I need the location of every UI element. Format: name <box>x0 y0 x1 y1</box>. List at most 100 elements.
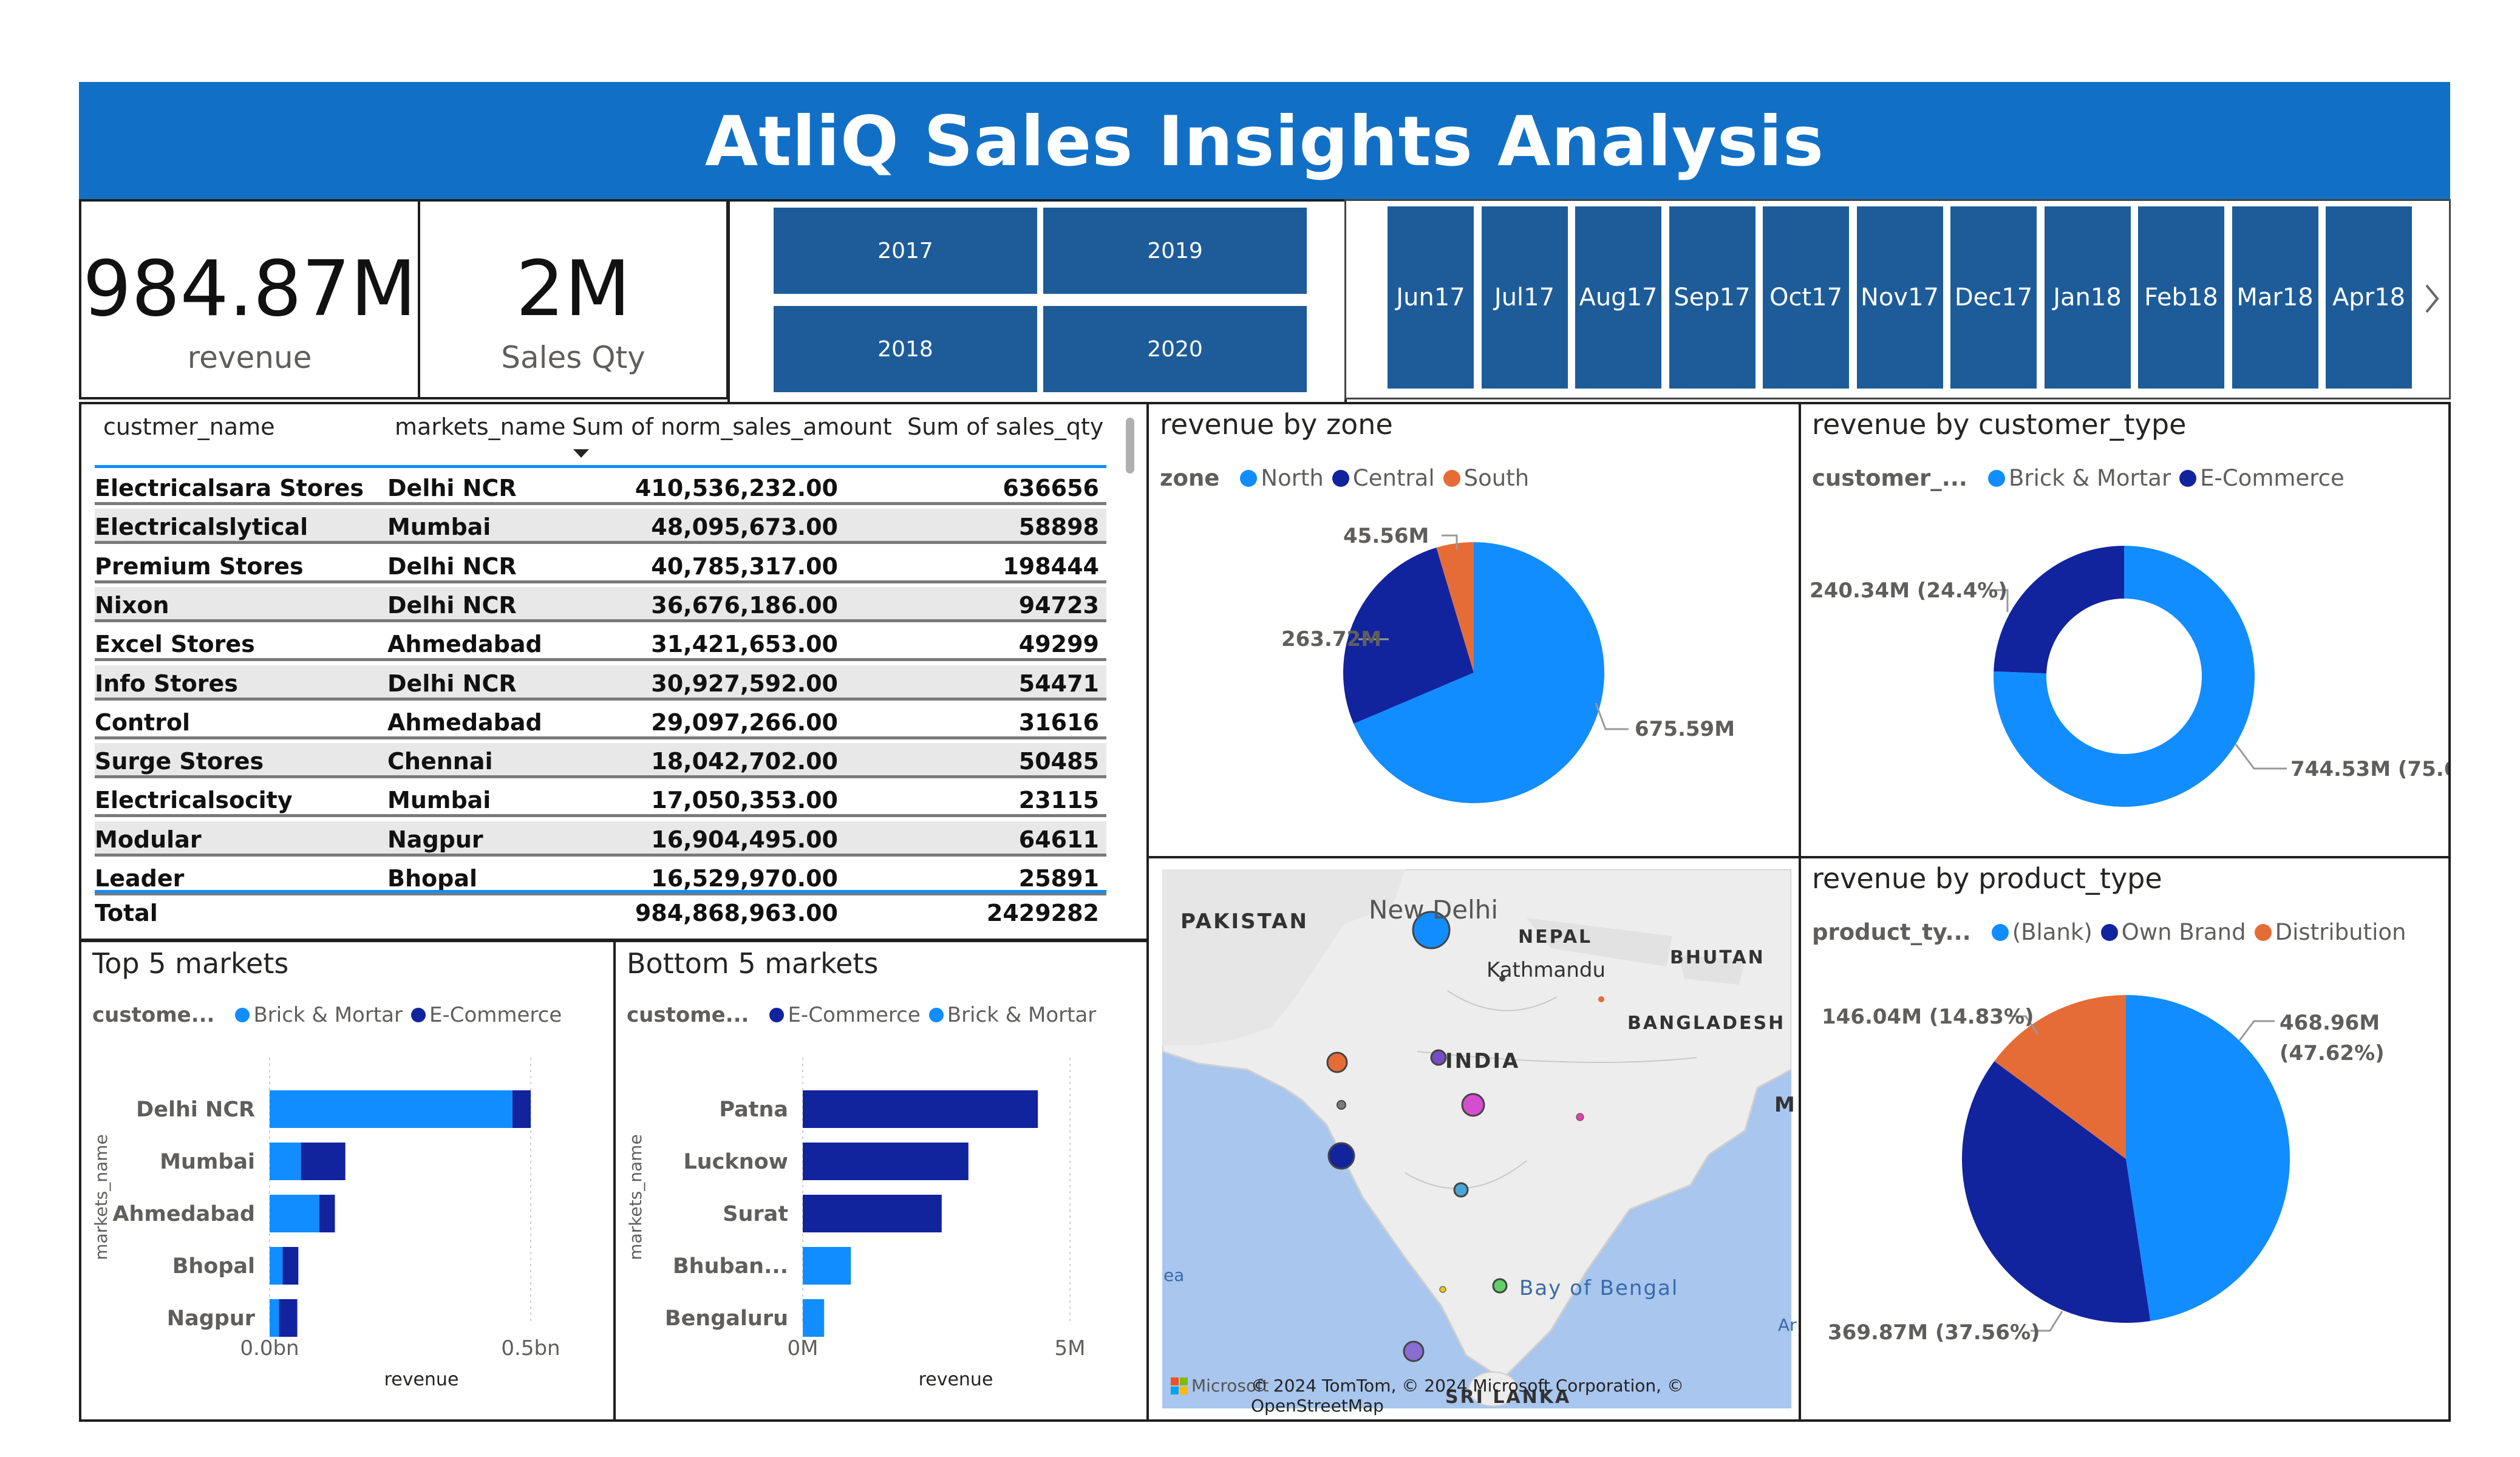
category-label: Bhopal <box>172 1254 255 1279</box>
slice-central[interactable] <box>1343 548 1474 724</box>
legend-dot-own-brand <box>2100 923 2118 941</box>
bar-segment[interactable] <box>270 1090 513 1128</box>
slice-ecommerce[interactable] <box>1994 546 2124 674</box>
x-axis-title: revenue <box>384 1369 459 1390</box>
label-distribution: 146.04M (14.83%) <box>1822 1005 2034 1029</box>
month-button-mar-18[interactable]: Mar 18 <box>2232 206 2318 389</box>
x-tick: 0M <box>788 1336 819 1360</box>
bar-segment[interactable] <box>270 1143 301 1180</box>
bar-segment[interactable] <box>319 1195 335 1232</box>
label-blank-percent: (47.62%) <box>2280 1041 2385 1065</box>
cell-sales-qty: 23115 <box>1018 787 1099 814</box>
label-south: 45.56M <box>1343 524 1429 548</box>
table-row[interactable]: Nixon Delhi NCR 36,676,186.00 94723 <box>95 586 1106 622</box>
legend-north[interactable]: North <box>1261 465 1324 491</box>
india-map[interactable] <box>1162 869 1791 1408</box>
month-label: Mar <box>2236 284 2283 311</box>
table-row[interactable]: Excel Stores Ahmedabad 31,421,653.00 49299 <box>95 626 1106 662</box>
leader-own-brand <box>2031 1311 2063 1332</box>
table-row[interactable]: Electricalsara Stores Delhi NCR 410,536,23… <box>95 470 1106 505</box>
category-label: Patna <box>719 1098 788 1122</box>
table-scrollbar[interactable] <box>1126 418 1134 474</box>
legend-distribution[interactable]: Distribution <box>2275 919 2406 945</box>
legend-ecommerce[interactable]: E-Commerce <box>429 1003 562 1027</box>
category-label: Bhuban... <box>673 1254 788 1279</box>
year-label: 17 <box>1811 284 1843 311</box>
month-button-sep-17[interactable]: Sep 17 <box>1669 206 1755 389</box>
month-button-jun-17[interactable]: Jun 17 <box>1388 206 1474 389</box>
leader-blank <box>2238 1020 2275 1041</box>
slice-own-brand[interactable] <box>1962 1061 2151 1323</box>
slice-north[interactable] <box>1354 542 1604 803</box>
leader-south <box>1442 534 1458 550</box>
year-button-2019[interactable]: 2019 <box>1043 208 1307 294</box>
bar-segment[interactable] <box>270 1299 279 1337</box>
table-row[interactable]: Premium Stores Delhi NCR 40,785,317.00 1984… <box>95 548 1106 583</box>
month-button-apr-18[interactable]: Apr 18 <box>2326 206 2412 389</box>
zone-chart-title: revenue by zone <box>1160 408 1393 441</box>
map-label-sri-lanka: SRI LANKA <box>1445 1387 1572 1408</box>
bar-segment[interactable] <box>270 1195 319 1232</box>
map-panel: PAKISTAN New Delhi NEPAL Kathmandu BHUTA… <box>1146 856 1801 1422</box>
table-row[interactable]: Leader Bhopal 16,529,970.00 25891 <box>95 860 1106 895</box>
month-button-aug-17[interactable]: Aug 17 <box>1575 206 1661 389</box>
month-button-jul-17[interactable]: Jul 17 <box>1481 206 1568 389</box>
cell-sales-qty: 64611 <box>1018 826 1099 853</box>
chevron-right-icon[interactable] <box>2423 280 2441 317</box>
column-header-customer[interactable]: custmer_name <box>103 413 275 440</box>
slice-blank[interactable] <box>2126 995 2290 1321</box>
column-header-sales-amount[interactable]: Sum of norm_sales_amount <box>572 413 892 440</box>
row-separator <box>95 658 1106 662</box>
customer-type-title: revenue by customer_type <box>1812 408 2187 441</box>
bar-segment[interactable] <box>803 1299 825 1337</box>
month-button-dec-17[interactable]: Dec 17 <box>1950 206 2037 389</box>
month-button-nov-17[interactable]: Nov 17 <box>1856 206 1943 389</box>
column-header-market[interactable]: markets_name <box>395 413 566 440</box>
legend-brick-mortar[interactable]: Brick & Mortar <box>947 1003 1097 1027</box>
bar-segment[interactable] <box>270 1247 283 1285</box>
bar-segment[interactable] <box>279 1299 298 1337</box>
map-attribution[interactable]: © 2024 TomTom, © 2024 Microsoft Corporat… <box>1251 1376 1684 1416</box>
legend-dot-brick-mortar <box>1987 469 2005 487</box>
year-button-2020[interactable]: 2020 <box>1043 306 1307 392</box>
month-label: Sep <box>1674 284 1720 311</box>
table-row[interactable]: Modular Nagpur 16,904,495.00 64611 <box>95 821 1106 857</box>
legend-ecommerce[interactable]: E-Commerce <box>788 1003 921 1027</box>
cell-customer: Modular <box>95 826 202 853</box>
slice-south[interactable] <box>1436 542 1474 673</box>
legend-brick-mortar[interactable]: Brick & Mortar <box>253 1003 403 1027</box>
cell-sales-qty: 94723 <box>1018 591 1099 619</box>
month-button-jan-18[interactable]: Jan 18 <box>2044 206 2131 389</box>
table-row[interactable]: Electricalsocity Mumbai 17,050,353.00 23115 <box>95 782 1106 818</box>
row-separator <box>95 619 1106 622</box>
legend-central[interactable]: Central <box>1352 465 1435 491</box>
slice-distribution[interactable] <box>1994 995 2126 1159</box>
table-row[interactable]: Electricalslytical Mumbai 48,095,673.00 588… <box>95 509 1106 545</box>
legend-ecommerce[interactable]: E-Commerce <box>2200 465 2345 491</box>
month-button-feb-18[interactable]: Feb 18 <box>2138 206 2224 389</box>
bar-segment[interactable] <box>512 1090 531 1128</box>
year-button-2017[interactable]: 2017 <box>774 208 1037 294</box>
x-tick: 0.0bn <box>240 1336 299 1360</box>
legend-brick-mortar[interactable]: Brick & Mortar <box>2008 465 2171 491</box>
bar-segment[interactable] <box>803 1143 969 1180</box>
legend-own-brand[interactable]: Own Brand <box>2121 919 2246 945</box>
month-button-oct-17[interactable]: Oct 17 <box>1763 206 1849 389</box>
bar-segment[interactable] <box>301 1143 346 1180</box>
cell-customer: Surge Stores <box>95 748 264 775</box>
legend-blank[interactable]: (Blank) <box>2012 919 2093 945</box>
bar-segment[interactable] <box>803 1195 942 1232</box>
column-header-sales-qty[interactable]: Sum of sales_qty <box>907 413 1104 440</box>
bar-segment[interactable] <box>803 1090 1038 1128</box>
table-row[interactable]: Control Ahmedabad 29,097,266.00 31616 <box>95 704 1106 739</box>
table-row[interactable]: Surge Stores Chennai 18,042,702.00 50485 <box>95 743 1106 779</box>
cell-customer: Electricalsara Stores <box>95 475 364 501</box>
zone-chart-panel: revenue by zone zone North Central South… <box>1146 402 1801 858</box>
slice-brick-mortar[interactable] <box>1994 546 2255 807</box>
table-row[interactable]: Info Stores Delhi NCR 30,927,592.00 54471 <box>95 665 1106 701</box>
year-slicer: 2017 2019 2018 2020 <box>727 199 1347 406</box>
legend-south[interactable]: South <box>1463 465 1530 491</box>
bar-segment[interactable] <box>282 1247 299 1285</box>
year-button-2018[interactable]: 2018 <box>774 306 1037 392</box>
bar-segment[interactable] <box>803 1247 851 1285</box>
